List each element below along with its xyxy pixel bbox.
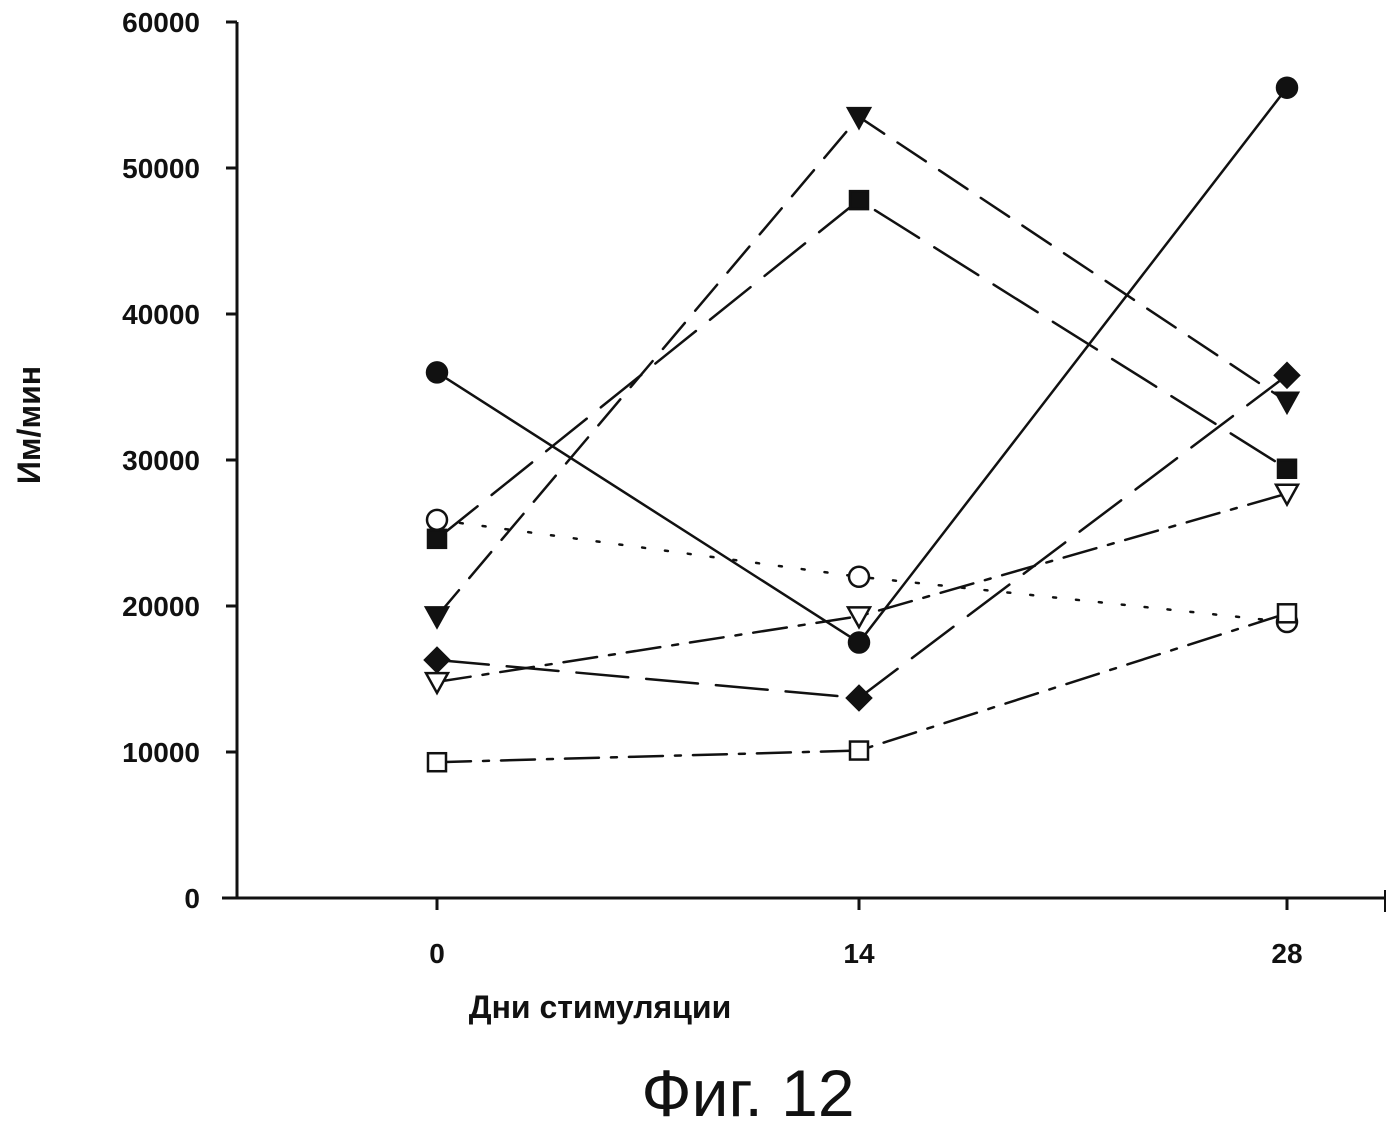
marker-open-circle: [847, 565, 871, 589]
series-line-open-square: [435, 612, 1289, 764]
marker-filled-square: [1276, 458, 1298, 480]
y-tick-label: 40000: [122, 299, 200, 330]
figure-caption: Фиг. 12: [641, 1056, 854, 1130]
y-tick-label: 10000: [122, 737, 200, 768]
marker-filled-diamond: [845, 684, 873, 712]
y-tick-label: 50000: [122, 153, 200, 184]
x-tick-label: 14: [843, 938, 875, 969]
x-axis-title: Дни стимуляции: [469, 989, 731, 1025]
marker-open-triangle-down: [423, 671, 451, 696]
marker-filled-triangle-down: [845, 106, 873, 131]
marker-filled-diamond: [423, 646, 451, 674]
y-axis-title: Им/мин: [11, 366, 47, 484]
marker-filled-triangle-down: [1273, 391, 1301, 416]
marker-open-triangle-down: [845, 606, 873, 630]
marker-filled-diamond: [1273, 361, 1301, 390]
series-markers: [423, 76, 1301, 773]
marker-filled-circle: [425, 361, 449, 384]
y-tick-label: 0: [184, 883, 200, 914]
marker-filled-triangle-down: [423, 606, 451, 630]
marker-filled-circle: [847, 631, 871, 654]
marker-open-square: [848, 740, 870, 761]
y-tick-label: 20000: [122, 591, 200, 622]
y-tick-label: 30000: [122, 445, 200, 476]
series-lines: [435, 86, 1289, 764]
marker-open-circle: [425, 508, 449, 532]
series-line-open-circle: [435, 518, 1289, 624]
y-tick-label: 60000: [122, 7, 200, 38]
chart-axes: [222, 22, 1386, 912]
y-ticks: 0 10000 20000 30000 40000 50000 60000: [122, 7, 237, 914]
marker-filled-square: [848, 189, 870, 211]
x-ticks: 0 14 28: [429, 898, 1303, 969]
series-line-open-triangle-down: [435, 492, 1289, 684]
marker-filled-circle: [1275, 76, 1299, 99]
x-tick-label: 0: [429, 938, 445, 969]
x-tick-label: 28: [1271, 938, 1302, 969]
marker-open-square: [1276, 603, 1298, 624]
marker-open-square: [426, 751, 448, 773]
series-line-filled-circle: [435, 86, 1289, 644]
marker-open-triangle-down: [1273, 483, 1301, 508]
marker-filled-square: [426, 528, 448, 550]
